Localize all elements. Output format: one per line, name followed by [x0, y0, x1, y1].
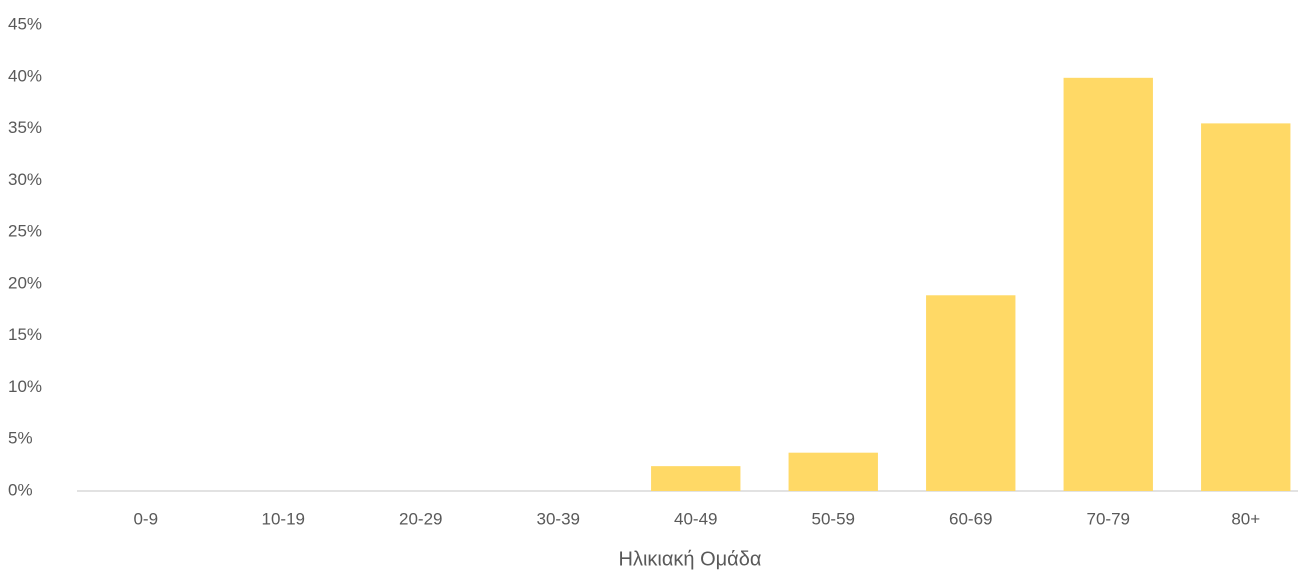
bar — [1063, 77, 1153, 492]
bar — [651, 466, 741, 491]
x-tick-label: 10-19 — [262, 509, 305, 528]
x-tick-label: 30-39 — [537, 509, 580, 528]
y-tick-label: 40% — [8, 66, 42, 85]
y-tick-label: 45% — [8, 14, 42, 33]
bar — [788, 452, 878, 491]
y-tick-label: 0% — [8, 480, 33, 499]
x-tick-label: 80+ — [1231, 509, 1260, 528]
x-tick-label: 0-9 — [133, 509, 158, 528]
y-tick-label: 15% — [8, 325, 42, 344]
x-tick-label: 60-69 — [949, 509, 992, 528]
x-tick-label: 40-49 — [674, 509, 717, 528]
x-tick-label: 50-59 — [812, 509, 855, 528]
x-tick-label: 20-29 — [399, 509, 442, 528]
x-tick-label: 70-79 — [1087, 509, 1130, 528]
y-tick-label: 30% — [8, 170, 42, 189]
bar — [1201, 123, 1291, 491]
x-axis-title: Ηλικιακή Ομάδα — [619, 548, 762, 570]
y-tick-label: 10% — [8, 377, 42, 396]
y-tick-label: 20% — [8, 273, 42, 292]
y-tick-label: 35% — [8, 118, 42, 137]
y-tick-label: 25% — [8, 222, 42, 241]
y-tick-label: 5% — [8, 429, 33, 448]
bar — [926, 295, 1016, 491]
